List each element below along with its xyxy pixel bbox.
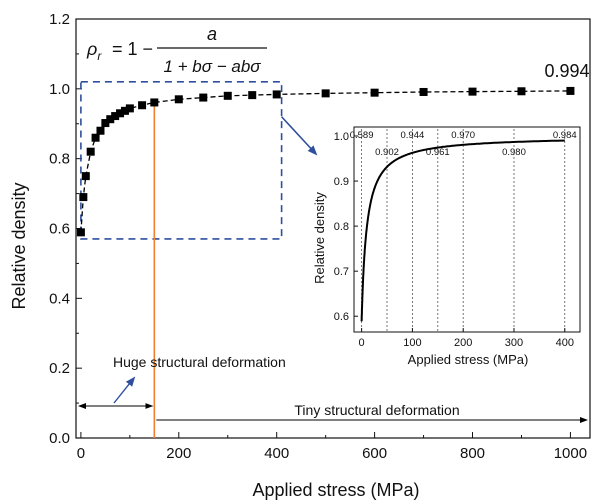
inset-y-tick-label: 0.7 (334, 266, 349, 278)
inset-plot-area (353, 126, 581, 333)
data-point (101, 119, 110, 128)
inset-plot-frame (353, 126, 581, 333)
inset-x-tick-label: 0 (359, 337, 365, 349)
inset-y-tick-label: 1.0 (334, 131, 349, 143)
formula-denominator: 1 + bσ − abσ (163, 57, 261, 76)
data-point (248, 91, 257, 100)
inset-axis-ticks: 0 100 200 300 400 0.6 0.7 0.8 0.9 1.0 (334, 131, 574, 349)
main-x-axis-label: Applied stress (MPa) (252, 480, 419, 500)
data-point (79, 193, 88, 202)
inset-value-label: 0.961 (426, 147, 450, 158)
main-y-tick-label: 1.2 (49, 11, 70, 28)
data-point (370, 88, 379, 97)
data-point (125, 104, 134, 113)
main-x-tick-label: 0 (77, 445, 85, 462)
main-y-tick-label: 1.0 (49, 81, 70, 98)
formula-prefix: = 1 − (112, 39, 153, 59)
model-formula: ρr = 1 − a 1 + bσ − abσ (86, 24, 267, 76)
data-point (517, 87, 526, 96)
data-point (150, 98, 159, 107)
data-point (272, 90, 281, 99)
main-annotations (78, 81, 588, 438)
main-x-tick-label: 200 (166, 445, 191, 462)
main-x-tick-label: 400 (264, 445, 289, 462)
data-point (138, 101, 147, 110)
inset-value-label: 0.980 (502, 147, 526, 158)
data-point (223, 91, 232, 100)
inset-x-tick-label: 100 (403, 337, 421, 349)
inset-curve (360, 139, 565, 322)
inset-x-tick-label: 200 (454, 337, 472, 349)
data-point (468, 87, 477, 96)
data-point (120, 106, 129, 115)
data-point (199, 93, 208, 102)
region-label-pointer (113, 376, 136, 404)
data-point (111, 112, 120, 121)
main-y-tick-label: 0.0 (49, 430, 70, 447)
inset-value-label: 0.970 (451, 130, 475, 141)
formula-lhs: ρ (86, 39, 97, 59)
formula-lhs-sub: r (97, 49, 102, 63)
inset-y-axis-label: Relative density (312, 192, 327, 284)
data-point (116, 109, 125, 118)
data-point (174, 95, 183, 104)
main-y-tick-label: 0.2 (49, 360, 70, 377)
region-right-label: Tiny structural deformation (294, 402, 459, 418)
inset-value-label: 0.944 (401, 130, 425, 141)
main-y-axis-label: Relative density (9, 182, 29, 309)
inset-value-label: 0.902 (375, 147, 399, 158)
data-point (76, 228, 85, 237)
inset-value-label: 0.589 (350, 130, 374, 141)
main-x-tick-label: 1000 (554, 445, 587, 462)
main-y-tick-label: 0.4 (49, 290, 70, 307)
inset-x-tick-label: 300 (505, 337, 523, 349)
svg-text:ρr: ρr (86, 39, 102, 63)
data-point (419, 87, 428, 96)
main-data-series (76, 86, 575, 237)
data-point (86, 147, 95, 156)
data-point (96, 126, 105, 135)
main-x-tick-label: 600 (362, 445, 387, 462)
data-point (321, 89, 330, 98)
inset-model-curve (360, 139, 565, 322)
end-value-label: 0.994 (544, 61, 589, 81)
data-point (106, 115, 115, 124)
formula-numerator: a (207, 24, 217, 44)
zoom-box (80, 81, 283, 240)
inset-y-tick-label: 0.6 (334, 311, 349, 323)
inset-x-axis-label: Applied stress (MPa) (408, 352, 529, 367)
data-point (91, 133, 100, 142)
inset-x-tick-label: 400 (556, 337, 574, 349)
region-left-label: Huge structural deformation (113, 354, 286, 370)
zoom-arrow (281, 116, 318, 156)
data-point (81, 172, 90, 181)
inset-value-label: 0.984 (553, 130, 577, 141)
main-y-tick-label: 0.8 (49, 151, 70, 168)
main-x-tick-label: 800 (460, 445, 485, 462)
inset-y-tick-label: 0.9 (334, 176, 349, 188)
inset-y-tick-label: 0.8 (334, 221, 349, 233)
data-point (566, 86, 575, 95)
main-y-tick-label: 0.6 (49, 221, 70, 238)
